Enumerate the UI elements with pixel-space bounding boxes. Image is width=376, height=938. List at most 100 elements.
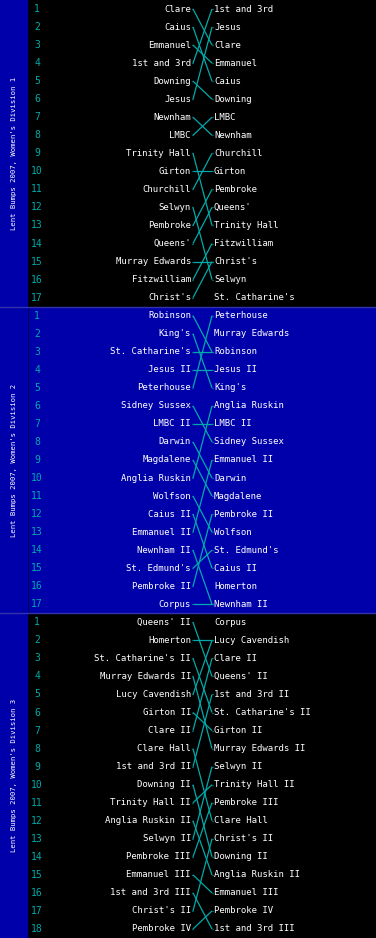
- Text: 11: 11: [31, 797, 43, 808]
- Text: 18: 18: [31, 924, 43, 934]
- Text: 2: 2: [34, 23, 40, 32]
- Text: Lent Bumps 2007, Women's Division 1: Lent Bumps 2007, Women's Division 1: [11, 77, 17, 230]
- Text: 17: 17: [31, 599, 43, 610]
- Text: 15: 15: [31, 870, 43, 880]
- Text: 9: 9: [34, 455, 40, 465]
- Text: 13: 13: [31, 220, 43, 231]
- Text: 1: 1: [34, 310, 40, 321]
- Text: Caius II: Caius II: [148, 509, 191, 519]
- Text: Pembroke: Pembroke: [214, 185, 257, 194]
- Text: 8: 8: [34, 130, 40, 141]
- Text: Christ's: Christ's: [214, 257, 257, 266]
- Text: St. Catharine's II: St. Catharine's II: [94, 654, 191, 663]
- Text: 2: 2: [34, 635, 40, 645]
- Text: Robinson: Robinson: [214, 347, 257, 356]
- Text: Christ's II: Christ's II: [132, 906, 191, 915]
- Bar: [0, 0, 28, 307]
- Text: Homerton: Homerton: [148, 636, 191, 644]
- Text: 16: 16: [31, 888, 43, 898]
- Text: 4: 4: [34, 58, 40, 68]
- Text: 5: 5: [34, 689, 40, 700]
- Text: Trinity Hall II: Trinity Hall II: [111, 798, 191, 808]
- Text: Sidney Sussex: Sidney Sussex: [121, 401, 191, 410]
- Text: 14: 14: [31, 545, 43, 555]
- Text: Caius II: Caius II: [214, 564, 257, 573]
- Text: Churchill: Churchill: [214, 149, 262, 158]
- Text: Wolfson: Wolfson: [214, 528, 252, 537]
- Text: Downing: Downing: [214, 95, 252, 104]
- Text: Christ's II: Christ's II: [214, 834, 273, 843]
- Text: Anglia Ruskin II: Anglia Ruskin II: [105, 816, 191, 825]
- Text: LMBC: LMBC: [170, 130, 191, 140]
- Text: Wolfson: Wolfson: [153, 492, 191, 501]
- Text: Emmanuel II: Emmanuel II: [214, 456, 273, 464]
- Text: Clare: Clare: [214, 40, 241, 50]
- Bar: [28, 0, 376, 307]
- Text: Emmanuel II: Emmanuel II: [132, 528, 191, 537]
- Text: 5: 5: [34, 383, 40, 393]
- Text: King's: King's: [159, 329, 191, 339]
- Text: 12: 12: [31, 509, 43, 519]
- Text: Queens': Queens': [153, 239, 191, 248]
- Text: 10: 10: [31, 779, 43, 790]
- Text: Anglia Ruskin: Anglia Ruskin: [214, 401, 284, 410]
- Text: Queens' II: Queens' II: [137, 618, 191, 627]
- Text: 1: 1: [34, 617, 40, 628]
- Text: 6: 6: [34, 94, 40, 104]
- Text: Trinity Hall: Trinity Hall: [126, 149, 191, 158]
- Text: 1st and 3rd: 1st and 3rd: [132, 59, 191, 68]
- Text: 17: 17: [31, 293, 43, 303]
- Text: Pembroke: Pembroke: [148, 221, 191, 230]
- Text: LMBC II: LMBC II: [153, 419, 191, 429]
- Text: 17: 17: [31, 906, 43, 915]
- Text: 3: 3: [34, 347, 40, 356]
- Text: Emmanuel: Emmanuel: [214, 59, 257, 68]
- Text: 4: 4: [34, 365, 40, 375]
- Text: Clare Hall: Clare Hall: [214, 816, 268, 825]
- Text: 16: 16: [31, 275, 43, 284]
- Text: Darwin: Darwin: [159, 437, 191, 446]
- Text: Girton II: Girton II: [143, 708, 191, 717]
- Text: 3: 3: [34, 40, 40, 50]
- Text: Murray Edwards II: Murray Edwards II: [100, 672, 191, 681]
- Text: Lucy Cavendish: Lucy Cavendish: [116, 690, 191, 699]
- Text: 1st and 3rd III: 1st and 3rd III: [214, 925, 295, 933]
- Text: 7: 7: [34, 726, 40, 735]
- Text: 6: 6: [34, 707, 40, 718]
- Text: 1st and 3rd II: 1st and 3rd II: [116, 763, 191, 771]
- Text: Jesus: Jesus: [164, 95, 191, 104]
- Text: Murray Edwards: Murray Edwards: [214, 329, 289, 339]
- Text: 12: 12: [31, 816, 43, 825]
- Text: Emmanuel III: Emmanuel III: [214, 888, 279, 898]
- Text: Jesus: Jesus: [214, 23, 241, 32]
- Text: Lucy Cavendish: Lucy Cavendish: [214, 636, 289, 644]
- Text: 5: 5: [34, 76, 40, 86]
- Text: 8: 8: [34, 744, 40, 753]
- Text: 14: 14: [31, 852, 43, 862]
- Text: 14: 14: [31, 238, 43, 249]
- Text: Downing II: Downing II: [214, 853, 268, 861]
- Text: Jesus II: Jesus II: [148, 365, 191, 374]
- Text: Jesus II: Jesus II: [214, 365, 257, 374]
- Text: Clare: Clare: [164, 5, 191, 13]
- Text: 8: 8: [34, 437, 40, 446]
- Text: Newnham II: Newnham II: [214, 599, 268, 609]
- Text: Girton II: Girton II: [214, 726, 262, 735]
- Bar: [28, 307, 376, 613]
- Text: St. Catharine's: St. Catharine's: [214, 294, 295, 302]
- Text: 6: 6: [34, 401, 40, 411]
- Text: King's: King's: [214, 384, 246, 392]
- Text: Magdalene: Magdalene: [214, 492, 262, 501]
- Text: Churchill: Churchill: [143, 185, 191, 194]
- Text: Lent Bumps 2007, Women's Division 2: Lent Bumps 2007, Women's Division 2: [11, 384, 17, 537]
- Text: Pembroke III: Pembroke III: [214, 798, 279, 808]
- Text: Anglia Ruskin II: Anglia Ruskin II: [214, 870, 300, 879]
- Text: Murray Edwards: Murray Edwards: [116, 257, 191, 266]
- Text: St. Catharine's II: St. Catharine's II: [214, 708, 311, 717]
- Text: Newnham: Newnham: [214, 130, 252, 140]
- Text: 12: 12: [31, 203, 43, 212]
- Text: 1st and 3rd: 1st and 3rd: [214, 5, 273, 13]
- Text: Newnham II: Newnham II: [137, 546, 191, 554]
- Text: LMBC: LMBC: [214, 113, 235, 122]
- Text: Girton: Girton: [214, 167, 246, 175]
